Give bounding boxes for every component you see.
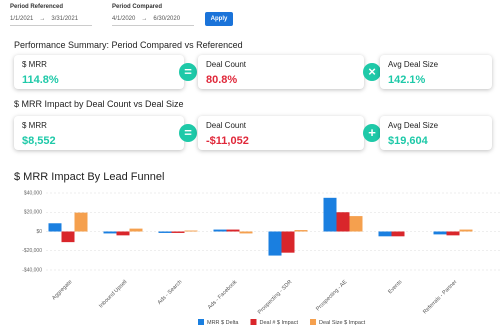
date-end: 3/31/2021 xyxy=(51,16,79,22)
filter-label: Period Referenced xyxy=(10,4,64,10)
x-tick-label: Prospecting - AE xyxy=(315,279,348,312)
bar xyxy=(336,212,350,232)
kpi-value: $19,604 xyxy=(388,135,428,147)
date-start: 1/1/2021 xyxy=(10,16,34,22)
date-range[interactable]: 1/1/2021 → 3/31/2021 xyxy=(10,13,92,26)
kpi-label: Avg Deal Size xyxy=(388,60,439,69)
kpi-card: Avg Deal Size 142.1% xyxy=(380,55,492,89)
kpi-value: $8,552 xyxy=(22,135,56,147)
bar xyxy=(213,229,227,232)
x-tick-label: Ads - Search xyxy=(157,279,184,306)
bar xyxy=(158,231,172,233)
x-tick-label: Ads - Facebook xyxy=(207,279,239,311)
kpi-card: $ MRR 114.8% xyxy=(14,55,184,89)
equals-icon: = xyxy=(179,124,197,142)
bar xyxy=(48,223,62,232)
bar xyxy=(171,231,185,233)
date-range[interactable]: 4/1/2020 → 6/30/2020 xyxy=(112,13,194,26)
bar xyxy=(129,228,143,232)
kpi-card: Deal Count -$11,052 xyxy=(198,116,364,150)
bar xyxy=(294,230,308,232)
bar xyxy=(74,212,88,232)
bar xyxy=(433,231,447,235)
section-title: $ MRR Impact by Deal Count vs Deal Size xyxy=(14,99,184,109)
y-tick-label: $40,000 xyxy=(24,190,42,196)
kpi-card: Avg Deal Size $19,604 xyxy=(380,116,492,150)
kpi-card: $ MRR $8,552 xyxy=(14,116,184,150)
legend-swatch xyxy=(198,319,204,325)
bar xyxy=(268,231,282,256)
y-tick-label: -$20,000 xyxy=(22,248,42,254)
y-tick-label: $20,000 xyxy=(24,210,42,216)
y-tick-label: $0 xyxy=(36,229,42,235)
times-icon: × xyxy=(363,63,381,81)
bar xyxy=(116,231,130,236)
kpi-label: Deal Count xyxy=(206,121,247,130)
kpi-value: 80.8% xyxy=(206,74,238,86)
bar xyxy=(281,231,295,253)
legend-label: MRR $ Delta xyxy=(207,320,239,326)
kpi-value: 114.8% xyxy=(22,74,59,86)
x-tick-label: Referrals - Partner xyxy=(422,279,458,315)
x-tick-label: Prospecting - SDR xyxy=(257,279,293,315)
legend-swatch xyxy=(250,319,257,325)
bar xyxy=(103,231,117,234)
bar xyxy=(391,231,405,237)
chart: $ MRR Impact By Lead Funnel -$40,000 -$20… xyxy=(14,171,500,326)
bar xyxy=(61,231,75,243)
kpi-label: $ MRR xyxy=(22,121,47,130)
x-tick-label: Inbound Upsell xyxy=(98,279,128,309)
bar xyxy=(446,231,460,236)
section-title: Performance Summary: Period Compared vs … xyxy=(14,40,243,50)
equals-icon: = xyxy=(179,63,197,81)
bar xyxy=(239,231,253,234)
y-tick-label: -$40,000 xyxy=(22,267,42,273)
kpi-label: Deal Count xyxy=(206,60,247,69)
x-tick-label: Aggregate xyxy=(51,279,73,301)
kpi-card: Deal Count 80.8% xyxy=(198,55,364,89)
bar xyxy=(226,229,240,232)
plus-icon: + xyxy=(363,124,381,142)
date-start: 4/1/2020 xyxy=(112,16,136,22)
filter-label: Period Compared xyxy=(112,4,163,10)
legend-label: Deal Size $ Impact xyxy=(319,320,366,326)
bar xyxy=(349,216,363,232)
bar xyxy=(378,231,392,237)
bar xyxy=(459,229,473,232)
apply-button[interactable]: Apply xyxy=(205,12,233,26)
bar xyxy=(323,197,337,232)
chart-title: $ MRR Impact By Lead Funnel xyxy=(14,171,164,183)
kpi-value: -$11,052 xyxy=(206,135,249,147)
kpi-label: Avg Deal Size xyxy=(388,121,439,130)
x-tick-label: Events xyxy=(387,279,403,295)
kpi-value: 142.1% xyxy=(388,74,426,86)
legend-swatch xyxy=(310,319,317,325)
kpi-label: $ MRR xyxy=(22,60,47,69)
date-end: 6/30/2020 xyxy=(153,16,181,22)
legend-label: Deal # $ Impact xyxy=(259,320,298,326)
bar xyxy=(184,230,198,232)
